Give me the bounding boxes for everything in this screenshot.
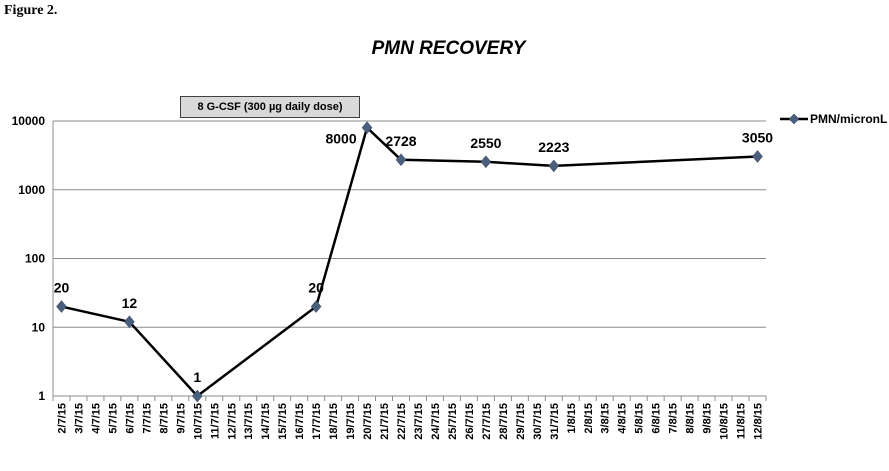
x-tick-label: 3/8/15 [600,403,612,434]
figure-label: Figure 2. [4,3,58,18]
data-point [310,300,322,313]
x-tick-label: 11/7/15 [209,403,221,439]
data-label: 8000 [325,131,356,147]
x-tick-label: 30/7/15 [532,403,544,440]
x-tick-label: 6/7/15 [124,403,136,434]
x-tick-label: 3/7/15 [73,403,85,434]
x-tick-label: 8/7/15 [158,403,170,434]
x-tick-label: 14/7/15 [260,403,272,440]
x-tick-label: 20/7/15 [362,403,374,440]
y-tick-label: 10 [32,320,46,334]
y-tick-label: 100 [25,252,45,266]
x-tick-label: 10/7/15 [192,403,204,440]
x-tick-label: 4/7/15 [90,403,102,434]
y-tick-label: 1 [38,389,45,403]
x-tick-label: 5/7/15 [107,403,119,434]
x-tick-label: 5/8/15 [634,403,646,434]
x-tick-label: 29/7/15 [515,403,527,440]
x-tick-label: 21/7/15 [379,403,391,440]
x-tick-label: 7/8/15 [668,403,680,434]
x-tick-label: 12/8/15 [753,403,765,440]
series-line [61,126,758,398]
data-label: 2550 [470,135,501,151]
x-tick-label: 22/7/15 [396,403,408,440]
x-tick-label: 8/8/15 [685,403,697,434]
x-tick-label: 1/8/15 [566,403,578,434]
x-tick-label: 31/7/15 [549,403,561,440]
x-tick-label: 25/7/15 [447,403,459,440]
x-tick-label: 28/7/15 [498,403,510,440]
x-tick-label: 23/7/15 [413,403,425,440]
x-tick-label: 24/7/15 [430,403,442,440]
data-label: 2728 [385,133,416,149]
data-label: 1 [193,369,201,385]
x-tick-label: 12/7/15 [226,403,238,440]
legend-marker-icon [780,113,808,125]
x-tick-label: 9/8/15 [702,403,714,434]
x-tick-label: 9/7/15 [175,403,187,434]
data-point [752,150,763,163]
gcsf-annotation-box: 8 G-CSF (300 µg daily dose) [180,96,360,118]
data-point [124,315,135,329]
chart-title-text: PMN RECOVERY [371,38,526,59]
x-tick-label: 2/8/15 [583,403,595,434]
x-tick-label: 19/7/15 [345,403,357,440]
data-point [548,159,560,173]
x-tick-label: 26/7/15 [464,403,476,440]
data-point [480,155,492,169]
x-tick-label: 18/7/15 [328,403,340,440]
data-label: 20 [54,280,70,296]
x-tick-label: 2/7/15 [56,403,68,434]
x-tick-label: 4/8/15 [617,403,629,434]
y-tick-label: 10000 [12,114,46,128]
x-tick-label: 16/7/15 [294,403,306,440]
data-point [395,153,407,167]
legend-series-name: PMN/micronL [810,112,888,126]
data-point [361,121,373,135]
x-tick-label: 7/7/15 [141,403,153,434]
data-label: 3050 [742,129,773,145]
data-label: 12 [122,295,138,311]
x-tick-label: 13/7/15 [243,403,255,440]
x-tick-label: 27/7/15 [481,403,493,440]
x-tick-label: 6/8/15 [651,403,663,434]
data-point [56,300,67,313]
y-tick-label: 1000 [18,183,45,197]
x-tick-label: 15/7/15 [277,403,289,440]
x-tick-label: 11/8/15 [736,403,748,439]
chart-title: PMN RECOVERY [0,38,889,60]
x-tick-label: 10/8/15 [719,403,731,440]
data-label: 2223 [538,139,569,155]
data-point [191,389,203,403]
x-tick-label: 17/7/15 [311,403,323,440]
data-label: 20 [308,280,324,296]
legend: PMN/micronL [780,112,887,126]
